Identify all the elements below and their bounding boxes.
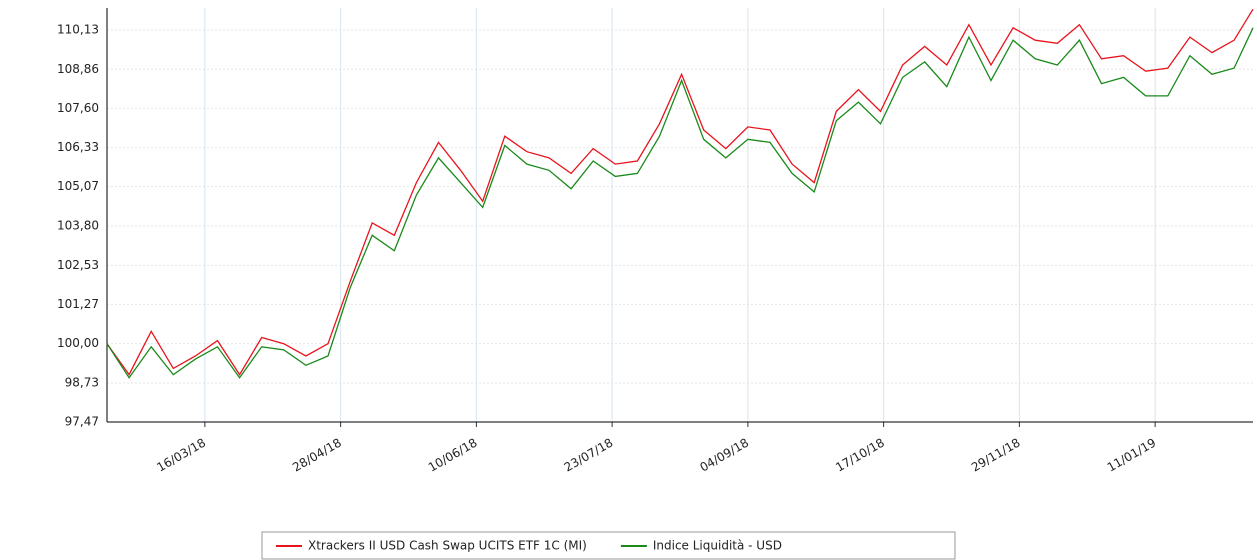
x-tick-label: 16/03/18 [154, 436, 208, 475]
series-line [106, 27, 1254, 379]
y-tick-label: 110,13 [57, 22, 99, 36]
y-tick-label: 105,07 [57, 179, 99, 193]
legend: Xtrackers II USD Cash Swap UCITS ETF 1C … [261, 531, 956, 560]
x-tick-label: 11/01/19 [1105, 436, 1159, 475]
x-tick-label: 28/04/18 [290, 436, 344, 475]
y-tick-label: 97,47 [65, 415, 99, 429]
y-tick-label: 103,80 [57, 218, 99, 232]
x-tick-label: 04/09/18 [697, 436, 751, 475]
y-tick-label: 106,33 [57, 140, 99, 154]
y-tick-label: 108,86 [57, 62, 99, 76]
y-tick-label: 101,27 [57, 297, 99, 311]
x-tick-label: 17/10/18 [833, 436, 887, 475]
x-tick-label: 23/07/18 [562, 436, 616, 475]
y-tick-label: 107,60 [57, 101, 99, 115]
legend-label: Indice Liquidità - USD [653, 539, 782, 553]
series-line [106, 8, 1254, 376]
y-tick-label: 102,53 [57, 258, 99, 272]
y-tick-label: 98,73 [65, 375, 99, 389]
x-tick-label: 10/06/18 [426, 436, 480, 475]
x-tick-label: 29/11/18 [969, 436, 1023, 475]
y-tick-label: 100,00 [57, 336, 99, 350]
legend-box [261, 531, 956, 560]
legend-label: Xtrackers II USD Cash Swap UCITS ETF 1C … [308, 539, 587, 553]
